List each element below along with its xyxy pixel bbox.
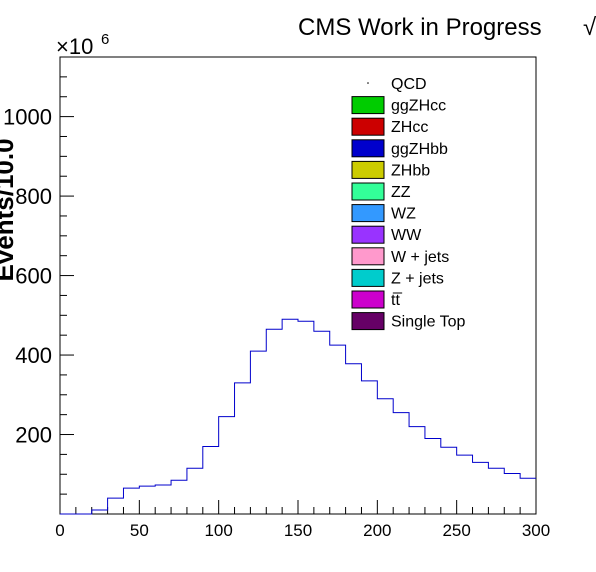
x-tick-label: 100: [204, 521, 232, 540]
legend-label: ggZHcc: [391, 98, 446, 115]
x-tick-label: 250: [442, 521, 470, 540]
plot-frame: [59, 56, 537, 515]
legend-swatch: [351, 160, 385, 179]
x-tick-label: 150: [284, 521, 312, 540]
x-tick-label: 200: [363, 521, 391, 540]
legend-label: ggZHbb: [391, 141, 448, 158]
legend-swatch: [351, 290, 385, 309]
legend-swatch: [351, 225, 385, 244]
legend-label: Z + jets: [391, 270, 444, 287]
chart-title: CMS Work in Progress: [298, 14, 542, 41]
legend-label: ZHcc: [391, 119, 428, 136]
legend-label: W + jets: [391, 249, 449, 266]
axis-multiplier-base: ×10: [56, 34, 93, 59]
legend-swatch: [351, 268, 385, 287]
x-tick-label: 300: [522, 521, 550, 540]
legend-label: QCD: [391, 76, 427, 93]
legend: QCD ggZHcc ZHcc ggZHbb ZHbb ZZ WZ WW W + jets Z +…: [351, 76, 466, 331]
chart-title-tail: √: [583, 14, 596, 41]
legend-label: WZ: [391, 206, 416, 223]
y-tick-label: 200: [15, 423, 52, 448]
legend-swatch: [351, 139, 385, 158]
legend-marker: [367, 82, 369, 84]
axis-multiplier: ×10 6: [56, 31, 109, 59]
plot-area: 0 50 100 150 200 250 300 200 400 600 800 1000: [3, 56, 550, 540]
legend-label: tt̅: [391, 292, 402, 309]
y-tick-label: 800: [15, 184, 52, 209]
legend-swatch: [351, 96, 385, 115]
legend-swatch: [351, 117, 385, 136]
y-tick-label: 1000: [3, 105, 52, 130]
legend-label: ZZ: [391, 184, 411, 201]
series-line-qcd: [60, 318, 536, 515]
legend-swatch: [351, 247, 385, 266]
y-tick-label: 600: [15, 264, 52, 289]
legend-swatch: [351, 204, 385, 223]
axis-multiplier-exponent: 6: [101, 31, 109, 48]
legend-label: ZHbb: [391, 162, 430, 179]
y-axis-label: Events/10.0: [0, 138, 19, 281]
legend-swatch: [351, 182, 385, 201]
x-tick-label: 50: [130, 521, 149, 540]
legend-swatch: [351, 312, 385, 331]
legend-label: Single Top: [391, 314, 466, 331]
x-tick-label: 0: [55, 521, 64, 540]
y-tick-label: 400: [15, 343, 52, 368]
legend-label: WW: [391, 227, 422, 244]
